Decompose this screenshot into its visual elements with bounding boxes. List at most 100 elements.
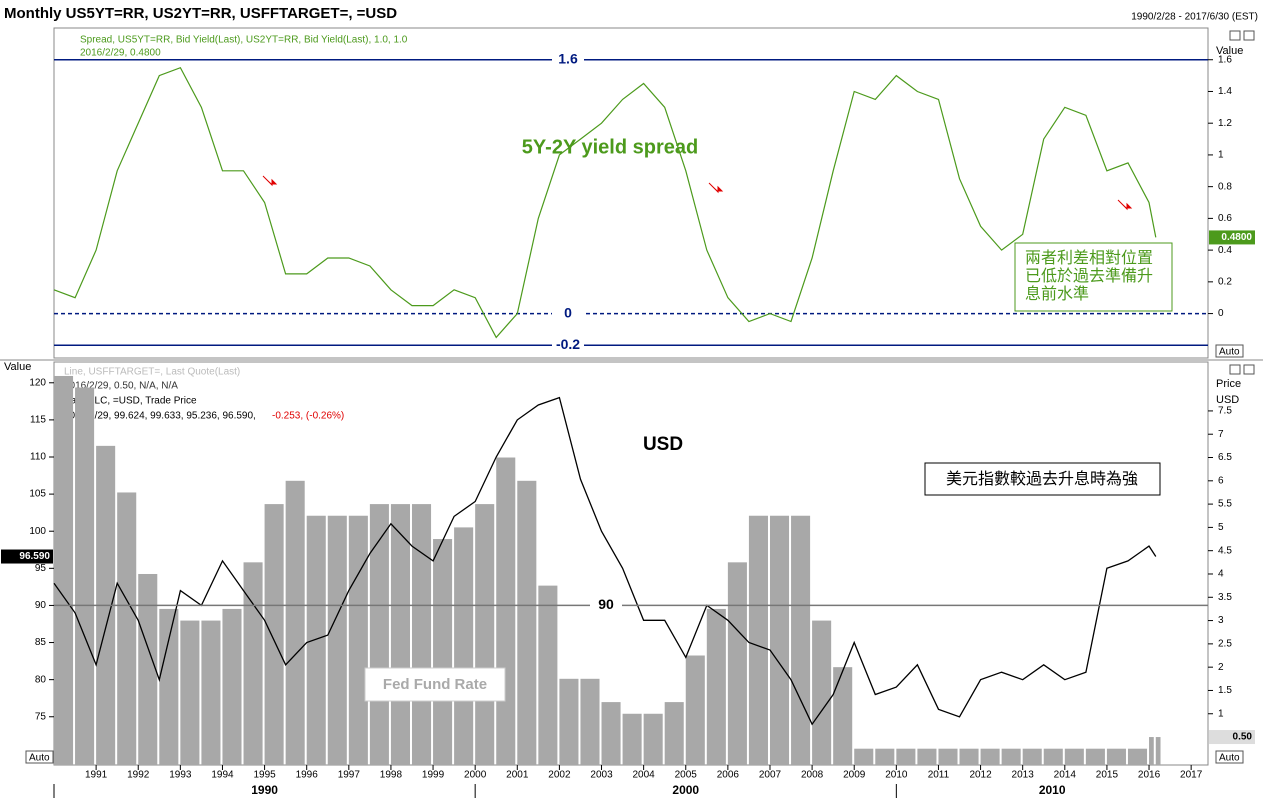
fed-rate-bar xyxy=(538,585,558,765)
y-tick-label: 2.5 xyxy=(1218,639,1232,650)
y-tick-label: 95 xyxy=(35,563,47,574)
window-button[interactable] xyxy=(1229,30,1241,41)
y-tick-label: 4 xyxy=(1218,569,1224,580)
decade-label: 2010 xyxy=(1039,783,1066,797)
fed-rate-bar xyxy=(896,748,916,765)
window-button[interactable] xyxy=(1229,364,1241,375)
reference-label: 0 xyxy=(564,304,572,320)
legend-change: -0.253, (-0.26%) xyxy=(272,411,344,422)
fed-rate-bar xyxy=(222,608,242,765)
red-arrow xyxy=(262,175,278,187)
legend-line: 2016/2/29, 0.4800 xyxy=(80,48,161,59)
reference-label-bg xyxy=(590,597,622,614)
fed-rate-bar xyxy=(664,702,684,765)
legend-line: 2016/2/29, 99.624, 99.633, 95.236, 96.59… xyxy=(64,411,256,422)
fed-rate-bar xyxy=(475,504,495,765)
y-tick-label: 3.5 xyxy=(1218,592,1232,603)
fed-rate-bar xyxy=(159,608,179,765)
window-button[interactable] xyxy=(1243,30,1255,41)
reference-label-bg xyxy=(552,51,584,68)
fed-rate-bar xyxy=(685,655,705,765)
y-tick-label: 3 xyxy=(1218,615,1224,626)
y2-axis-label: Price xyxy=(1216,378,1241,390)
reference-label: -0.2 xyxy=(556,336,580,352)
x-tick-label: 1996 xyxy=(296,770,319,781)
fed-rate-bar xyxy=(1106,748,1126,765)
fed-rate-bar xyxy=(917,748,937,765)
fed-rate-bar xyxy=(854,748,874,765)
fed-rate-bar xyxy=(54,375,74,765)
fed-rate-bar xyxy=(833,667,853,765)
fed-rate-bar xyxy=(1001,748,1021,765)
y-tick-label: 5 xyxy=(1218,522,1224,533)
y-tick-label: 1.6 xyxy=(1218,54,1232,65)
spread-line xyxy=(53,66,1157,339)
fed-rate-bar xyxy=(643,713,663,765)
fed-rate-bar xyxy=(748,515,768,765)
y-tick-label: 1 xyxy=(1218,708,1224,719)
note-line: 息前水準 xyxy=(1025,285,1089,303)
x-tick-label: 2008 xyxy=(801,770,824,781)
note-box xyxy=(924,462,1161,496)
auto-button[interactable] xyxy=(1215,750,1244,764)
annotation: USD xyxy=(643,434,683,455)
y2-unit: USD xyxy=(1216,394,1239,406)
date-range: 1990/2/28 - 2017/6/30 (EST) xyxy=(1131,12,1258,23)
x-tick-label: 2015 xyxy=(1096,770,1119,781)
y-tick-label: 115 xyxy=(30,415,46,426)
fed-rate-bar xyxy=(1022,748,1042,765)
x-tick-label: 1995 xyxy=(253,770,276,781)
x-tick-label: 2006 xyxy=(717,770,740,781)
fed-rate-bar xyxy=(75,387,95,765)
fed-rate-bar xyxy=(580,678,600,765)
auto-label: Auto xyxy=(1219,753,1240,764)
y-tick-label: 1.4 xyxy=(1218,86,1232,97)
note-box xyxy=(1014,242,1173,312)
decade-label: 1990 xyxy=(251,783,278,797)
window-button[interactable] xyxy=(1243,364,1255,375)
x-tick-label: 2004 xyxy=(633,770,656,781)
top-panel xyxy=(53,27,1209,359)
y-tick-label: 105 xyxy=(29,489,46,500)
y-tick-label: 120 xyxy=(29,377,46,388)
auto-button[interactable] xyxy=(25,750,54,764)
legend-line: 2016/2/29, 0.50, N/A, N/A xyxy=(64,381,178,392)
usd-line xyxy=(53,396,1157,726)
y-tick-label: 6.5 xyxy=(1218,452,1232,463)
fed-rate-bar xyxy=(769,515,790,765)
annotation: 5Y-2Y yield spread xyxy=(522,136,698,158)
y-tick-label: 0.2 xyxy=(1218,276,1232,287)
fed-rate-bar xyxy=(559,678,579,765)
y-tick-label: 85 xyxy=(35,637,47,648)
x-tick-label: 2016 xyxy=(1138,770,1161,781)
fed-rate-bar xyxy=(1149,737,1154,765)
fed-rate-bar xyxy=(1085,748,1105,765)
bar-annotation: Fed Fund Rate xyxy=(383,676,487,693)
y-tick-label: 90 xyxy=(35,600,47,611)
x-tick-label: 2000 xyxy=(464,770,487,781)
chart-title: Monthly US5YT=RR, US2YT=RR, USFFTARGET=,… xyxy=(4,5,397,22)
x-tick-label: 2001 xyxy=(506,770,529,781)
x-tick-label: 2010 xyxy=(885,770,908,781)
reference-label-bg xyxy=(552,337,584,354)
x-tick-label: 2012 xyxy=(969,770,992,781)
fed-rate-bar xyxy=(496,457,516,765)
x-tick-label: 1998 xyxy=(380,770,403,781)
fed-rate-bar xyxy=(1064,748,1084,765)
note: 美元指數較過去升息時為強 xyxy=(946,470,1138,488)
y-tick-label: 1.2 xyxy=(1218,118,1232,129)
fed-rate-bar xyxy=(243,562,263,765)
value-tag-label: 0.50 xyxy=(1233,732,1253,743)
auto-button[interactable] xyxy=(1215,344,1244,358)
bar-annotation-box xyxy=(364,667,506,702)
x-tick-label: 2014 xyxy=(1054,770,1077,781)
fed-rate-bar xyxy=(601,702,621,765)
marks: 1991 1992 1993 1994 1995 1996 1997 1998 1999 2000… xyxy=(1,50,1255,798)
y-tick-label: 75 xyxy=(35,711,47,722)
fed-rate-bar xyxy=(327,515,347,765)
auto-label: Auto xyxy=(1219,347,1240,358)
x-tick-label: 2003 xyxy=(590,770,613,781)
y-axis-label: Value xyxy=(4,361,31,373)
